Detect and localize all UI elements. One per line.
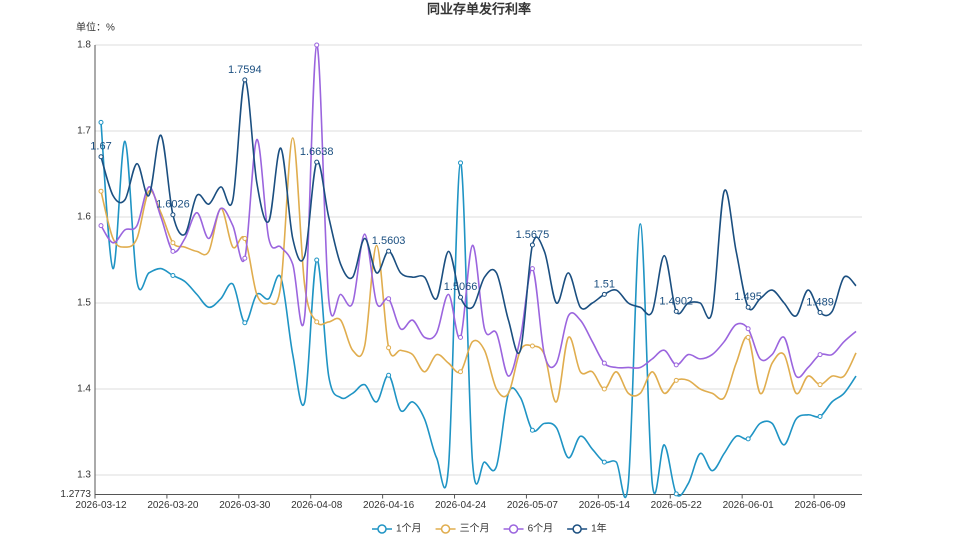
legend-symbol [572,524,582,534]
point [745,326,751,332]
point [314,257,320,263]
point [673,308,679,314]
point [170,240,176,246]
point [98,188,104,194]
point [601,386,607,392]
legend-symbol [377,524,387,534]
x-tick-label: 2026-05-14 [579,500,631,511]
point [170,248,176,254]
point [673,491,679,497]
point [314,42,320,48]
x-tick-label: 2026-05-07 [507,500,559,511]
y-axis-label: 单位：% [76,21,115,34]
data-label: 1.67 [90,141,111,153]
point [817,309,823,315]
data-label: 1.6638 [300,146,334,158]
point [242,255,248,261]
point [601,459,607,465]
line [100,122,857,499]
chart-title: 同业存单发行利率 [427,1,531,16]
point [98,223,104,229]
point [601,291,607,297]
y-tick-label: 1.8 [77,40,91,51]
point [386,345,392,351]
point [242,320,248,326]
point [458,294,464,300]
y-tick-label: 1.3 [77,470,91,481]
legend-label: 1年 [591,522,607,535]
point [386,372,392,378]
data-label: 1.489 [806,296,834,308]
point [242,235,248,241]
legend-label: 6个月 [528,523,554,535]
point [170,272,176,278]
point [529,266,535,272]
data-label: 1.4902 [659,295,693,307]
x-tick-label: 2026-06-01 [723,500,775,511]
point [98,119,104,125]
point [529,427,535,433]
data-label: 1.495 [734,291,762,303]
point [314,319,320,325]
data-label: 1.51 [594,278,615,290]
point [314,159,320,165]
point [386,296,392,302]
line [100,79,857,354]
x-tick-label: 2026-04-08 [291,500,343,511]
line [100,44,857,379]
data-label: 1.5603 [372,235,406,247]
x-tick-label: 2026-05-22 [651,500,703,511]
point [673,362,679,368]
point [745,304,751,310]
data-label: 1.5675 [516,229,550,241]
point [745,334,751,340]
x-tick-label: 2026-03-12 [75,500,127,511]
legend-label: 三个月 [460,523,490,535]
point [458,369,464,375]
point [817,382,823,388]
x-tick-label: 2026-03-30 [219,500,271,511]
legend-symbol [508,524,519,534]
point [745,436,751,442]
y-tick-label: 1.2773 [60,489,91,500]
point [817,414,823,420]
x-tick-label: 2026-06-09 [794,500,846,511]
data-label: 1.5066 [444,281,478,293]
point [242,77,248,83]
legend-label: 1个月 [396,523,422,535]
legend-symbol [440,524,451,534]
x-tick-label: 2026-04-16 [363,500,415,511]
point [98,154,104,160]
y-tick-label: 1.6 [77,212,91,223]
point [458,160,464,166]
y-tick-label: 1.5 [77,298,91,309]
line [100,137,857,403]
x-tick-label: 2026-04-24 [435,500,487,511]
point [529,242,535,248]
point [458,334,464,340]
point [673,377,679,383]
point [170,212,176,218]
x-tick-label: 2026-03-20 [147,500,199,511]
point [386,248,392,254]
data-label: 1.6026 [156,199,190,211]
point [529,343,535,349]
data-label: 1.7594 [228,64,262,76]
point [601,360,607,366]
point [817,352,823,358]
y-tick-label: 1.7 [77,126,91,137]
y-tick-label: 1.4 [77,384,91,395]
